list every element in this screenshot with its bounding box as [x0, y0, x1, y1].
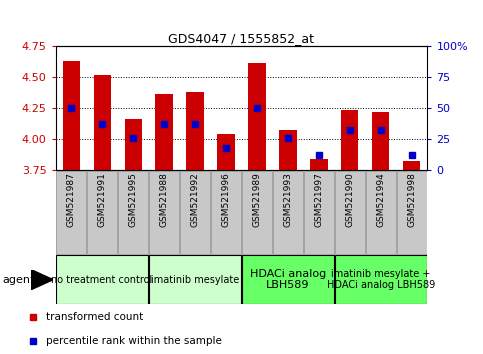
Text: imatinib mesylate: imatinib mesylate [151, 275, 239, 285]
Bar [186, 92, 203, 170]
Bar [125, 119, 142, 170]
FancyBboxPatch shape [56, 171, 86, 254]
Bar [341, 110, 358, 170]
FancyBboxPatch shape [149, 255, 241, 304]
Text: GSM521991: GSM521991 [98, 172, 107, 227]
FancyBboxPatch shape [366, 171, 396, 254]
Text: GSM521994: GSM521994 [376, 172, 385, 227]
Bar [156, 94, 172, 170]
Text: GSM521990: GSM521990 [345, 172, 355, 227]
Bar [94, 75, 111, 170]
FancyBboxPatch shape [335, 255, 427, 304]
FancyBboxPatch shape [211, 171, 241, 254]
Text: imatinib mesylate +
HDACi analog LBH589: imatinib mesylate + HDACi analog LBH589 [327, 269, 435, 291]
FancyBboxPatch shape [273, 171, 303, 254]
Bar [372, 112, 389, 170]
Polygon shape [31, 270, 53, 290]
Text: agent: agent [2, 275, 35, 285]
Text: GSM521996: GSM521996 [222, 172, 230, 227]
Bar [403, 161, 421, 170]
Text: HDACi analog
LBH589: HDACi analog LBH589 [250, 269, 326, 291]
Text: no treatment control: no treatment control [51, 275, 153, 285]
FancyBboxPatch shape [149, 171, 179, 254]
Title: GDS4047 / 1555852_at: GDS4047 / 1555852_at [169, 32, 314, 45]
Text: GSM521993: GSM521993 [284, 172, 293, 227]
FancyBboxPatch shape [397, 171, 427, 254]
Text: GSM521987: GSM521987 [67, 172, 75, 227]
Bar [217, 134, 235, 170]
Text: GSM521988: GSM521988 [159, 172, 169, 227]
FancyBboxPatch shape [304, 171, 334, 254]
FancyBboxPatch shape [118, 171, 148, 254]
FancyBboxPatch shape [242, 255, 334, 304]
Text: percentile rank within the sample: percentile rank within the sample [46, 336, 222, 346]
FancyBboxPatch shape [56, 255, 148, 304]
Bar [311, 159, 327, 170]
FancyBboxPatch shape [180, 171, 210, 254]
Text: GSM521995: GSM521995 [128, 172, 138, 227]
Text: GSM521998: GSM521998 [408, 172, 416, 227]
Bar [280, 130, 297, 170]
FancyBboxPatch shape [87, 171, 117, 254]
FancyBboxPatch shape [242, 171, 272, 254]
Text: GSM521989: GSM521989 [253, 172, 261, 227]
FancyBboxPatch shape [335, 171, 365, 254]
Text: GSM521992: GSM521992 [190, 172, 199, 227]
Text: GSM521997: GSM521997 [314, 172, 324, 227]
Text: transformed count: transformed count [46, 312, 143, 322]
Bar [248, 63, 266, 170]
Bar [62, 61, 80, 170]
